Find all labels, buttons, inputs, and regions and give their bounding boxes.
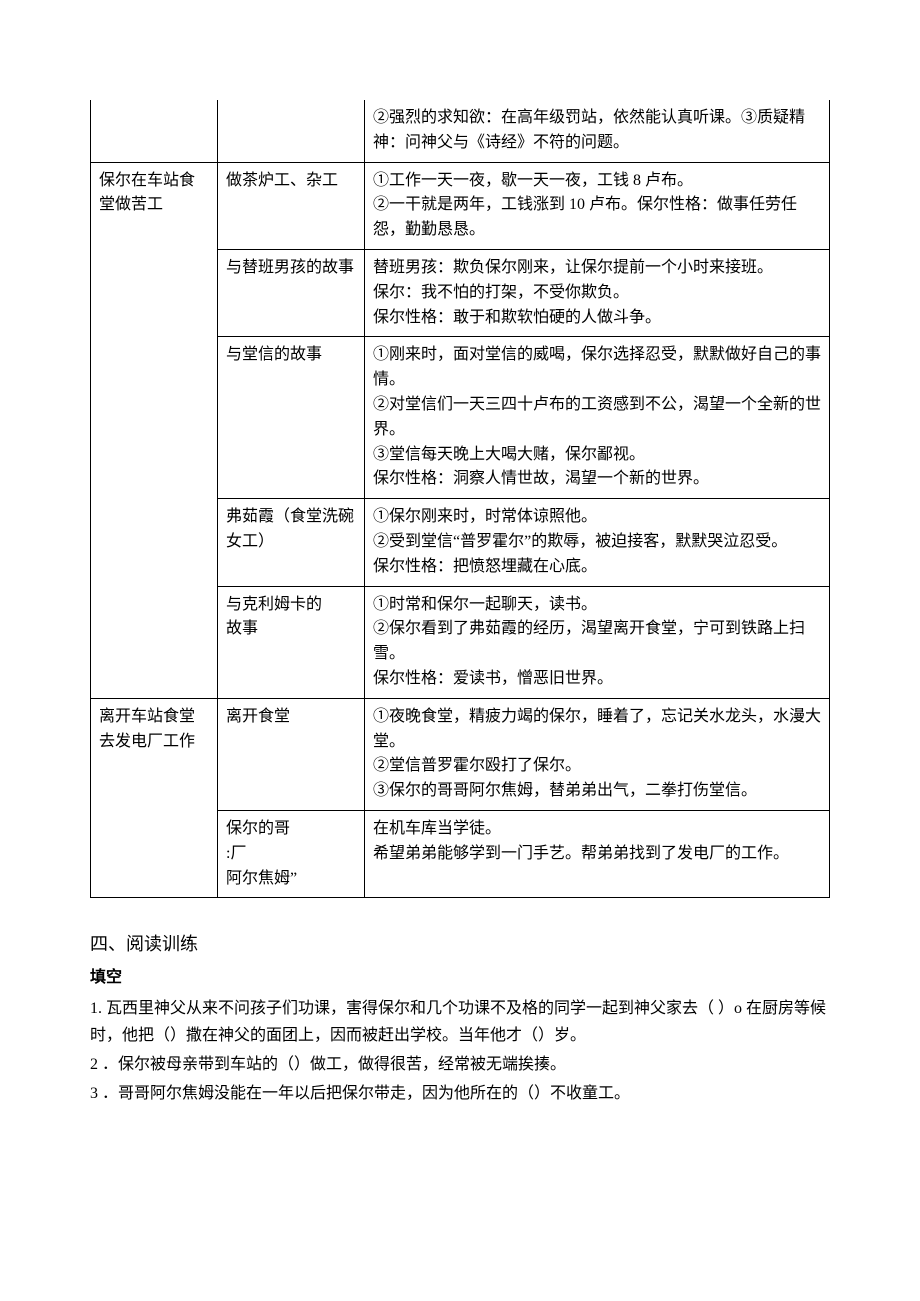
list-item: 2 ．保尔被母亲带到车站的（）做工，做得很苦，经常被无端挨揍。: [90, 1051, 830, 1078]
table-row: 保尔在车站食堂做苦工做茶炉工、杂工①工作一天一夜，歇一天一夜，工钱 8 卢布。②…: [91, 162, 830, 249]
content-cell: ①保尔刚来时，时常体谅照他。②受到堂信“普罗霍尔”的欺辱，被迫接客，默默哭泣忍受…: [365, 499, 830, 586]
event-cell: 做茶炉工、杂工: [218, 162, 365, 249]
event-cell: 与堂信的故事: [218, 337, 365, 499]
event-cell: 与替班男孩的故事: [218, 249, 365, 336]
table-row: 离开车站食堂去发电厂工作离开食堂①夜晚食堂，精疲力竭的保尔，睡着了，忘记关水龙头…: [91, 698, 830, 810]
study-table-body: ②强烈的求知欲：在高年级罚站，依然能认真听课。③质疑精神：问神父与《诗经》不符的…: [91, 100, 830, 898]
fill-blank-list: 1. 瓦西里神父从来不问孩子们功课，害得保尔和几个功课不及格的同学一起到神父家去…: [90, 995, 830, 1108]
stage-cell: 离开车站食堂去发电厂工作: [91, 698, 218, 898]
content-cell: ①刚来时，面对堂信的威喝，保尔选择忍受，默默做好自己的事情。②对堂信们一天三四十…: [365, 337, 830, 499]
content-cell: 替班男孩：欺负保尔刚来，让保尔提前一个小时来接班。保尔：我不怕的打架，不受你欺负…: [365, 249, 830, 336]
content-cell: ①工作一天一夜，歇一天一夜，工钱 8 卢布。②一干就是两年，工钱涨到 10 卢布…: [365, 162, 830, 249]
list-item: 1. 瓦西里神父从来不问孩子们功课，害得保尔和几个功课不及格的同学一起到神父家去…: [90, 995, 830, 1049]
list-item: 3 ．哥哥阿尔焦姆没能在一年以后把保尔带走，因为他所在的（）不收童工。: [90, 1080, 830, 1107]
event-cell: 弗茹霞（食堂洗碗女工）: [218, 499, 365, 586]
stage-cell: 保尔在车站食堂做苦工: [91, 162, 218, 698]
event-cell: 与克利姆卡的故事: [218, 586, 365, 698]
table-row: ②强烈的求知欲：在高年级罚站，依然能认真听课。③质疑精神：问神父与《诗经》不符的…: [91, 100, 830, 162]
event-cell: 保尔的哥:厂阿尔焦姆”: [218, 810, 365, 897]
content-cell: 在机车库当学徒。希望弟弟能够学到一门手艺。帮弟弟找到了发电厂的工作。: [365, 810, 830, 897]
document-page: ②强烈的求知欲：在高年级罚站，依然能认真听课。③质疑精神：问神父与《诗经》不符的…: [0, 0, 920, 1301]
event-cell: [218, 100, 365, 162]
study-table: ②强烈的求知欲：在高年级罚站，依然能认真听课。③质疑精神：问神父与《诗经》不符的…: [90, 100, 830, 898]
event-cell: 离开食堂: [218, 698, 365, 810]
sub-heading: 填空: [90, 965, 830, 991]
section-heading: 四、阅读训练: [90, 930, 830, 959]
content-cell: ①夜晚食堂，精疲力竭的保尔，睡着了，忘记关水龙头，水漫大堂。②堂信普罗霍尔殴打了…: [365, 698, 830, 810]
stage-cell: [91, 100, 218, 162]
content-cell: ②强烈的求知欲：在高年级罚站，依然能认真听课。③质疑精神：问神父与《诗经》不符的…: [365, 100, 830, 162]
content-cell: ①时常和保尔一起聊天，读书。②保尔看到了弗茹霞的经历，渴望离开食堂，宁可到铁路上…: [365, 586, 830, 698]
